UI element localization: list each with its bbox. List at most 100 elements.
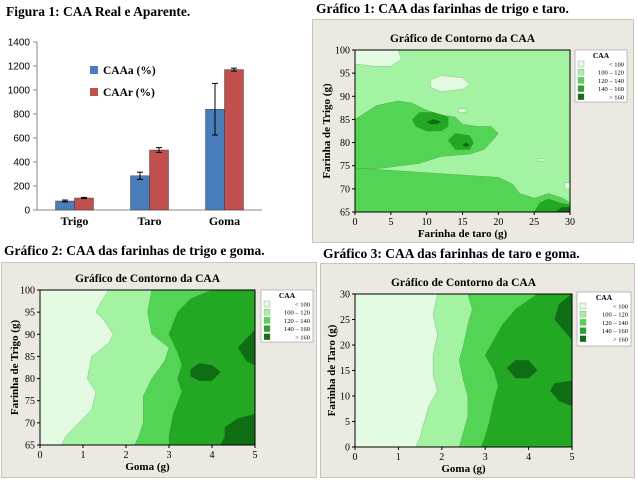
y-tick-label: 95 [25,308,35,319]
y-tick-label: 65 [340,208,350,219]
contour-region [458,108,467,113]
contour-region [555,207,570,212]
y-tick-label: 80 [25,374,35,385]
legend-label: 140 – 160 [284,326,310,333]
x-tick-label: 20 [493,217,503,228]
legend-swatch [577,69,585,76]
legend-label: CAAr (%) [103,87,155,99]
y-tick-label: 15 [340,366,350,377]
x-tick-label: 0 [353,452,358,463]
legend-title: CAA [593,51,610,60]
legend-label: 140 – 160 [598,86,624,93]
legend-label: 100 – 120 [598,70,624,77]
contour-region [549,380,572,407]
y-tick-label: 25 [340,315,350,326]
x-tick-label: 5 [253,450,258,461]
legend-swatch [263,309,271,316]
grafico1-contour-chart: Gráfico de Contorno da CAA 0 5 10 15 20 25 30 65… [321,33,628,240]
legend-label: 100 – 120 [602,312,628,319]
x-tick-label: 15 [458,217,468,228]
contour-region [355,167,570,212]
contour-title: Gráfico de Contorno da CAA [75,273,221,285]
y-tick-label: 100 [20,286,35,297]
contour-region [355,50,402,67]
grafico2-contour-chart: Gráfico de Contorno da CAA 0 1 2 3 4 5 65 70 75 80… [9,273,314,473]
contour-region [237,329,255,366]
x-axis-label: Farinha de taro (g) [418,228,508,240]
legend-title: CAA [596,293,613,302]
grafico1-panel: Gráfico de Contorno da CAA 0 5 10 15 20 25 30 65… [312,19,634,243]
y-axis-label: Farinha de Taro (g) [326,324,338,416]
x-tick-label: 10 [422,217,432,228]
y-tick-label: 1400 [8,38,31,49]
y-tick-label: 400 [13,158,30,169]
grafico3-panel: Gráfico de Contorno da CAA 0 1 2 3 4 5 0 5 10 15 20… [320,263,635,478]
legend-swatch [263,325,271,332]
legend-swatch [579,302,587,310]
legend-swatch [263,300,271,308]
y-tick-label: 1200 [8,62,31,73]
contour-title: Gráfico de Contorno da CAA [390,33,536,45]
legend-swatch [579,311,587,318]
y-tick-label: 100 [335,46,350,57]
contour-region [462,142,471,148]
bar [224,69,244,211]
x-category-label: Goma [209,214,240,228]
legend-swatch [577,60,585,68]
y-tick-label: 95 [340,69,350,80]
y-tick-label: 70 [340,184,350,195]
y-tick-label: 65 [25,441,35,452]
grafico2-caption: Gráfico 2: CAA das farinhas de trigo e g… [4,243,265,258]
y-tick-label: 75 [25,396,35,407]
x-tick-label: 3 [167,450,172,461]
legend-swatch [263,317,271,324]
bar [74,197,94,211]
x-tick-label: 0 [353,217,358,228]
legend-title: CAA [279,291,296,300]
x-category-label: Trigo [61,214,89,228]
grafico1-caption: Gráfico 1: CAA das farinhas de trigo e t… [316,1,569,16]
contour-region [355,100,499,171]
legend-box [574,49,628,103]
contour-region [426,119,442,125]
legend-swatch [90,66,98,74]
legend-label: > 160 [609,94,624,101]
y-tick-label: 10 [340,392,350,403]
contour-region [554,294,572,341]
x-tick-label: 30 [565,217,575,228]
legend-swatch [579,319,587,326]
x-tick-label: 25 [529,217,539,228]
y-tick-label: 800 [13,110,30,121]
x-tick-label: 4 [526,452,531,463]
x-tick-label: 5 [570,452,575,463]
contour-region [190,362,221,382]
x-tick-label: 2 [124,450,129,461]
y-tick-label: 30 [340,290,350,301]
y-tick-label: 70 [25,418,35,429]
y-tick-label: 75 [340,161,350,172]
legend-swatch [577,93,585,100]
x-tick-label: 2 [439,452,444,463]
legend-swatch [90,88,98,96]
x-tick-label: 1 [81,450,86,461]
x-tick-label: 3 [483,452,488,463]
grafico2-panel: Gráfico de Contorno da CAA 0 1 2 3 4 5 65 70 75 80… [1,262,317,478]
legend-swatch [577,77,585,84]
y-tick-label: 5 [345,417,350,428]
y-axis-label: Farinha de Trigo (g) [9,320,21,416]
grafico3-contour-chart: Gráfico de Contorno da CAA 0 1 2 3 4 5 0 5 10 15 20… [326,277,632,475]
legend-label: CAAa (%) [103,65,156,77]
y-tick-label: 90 [340,92,350,103]
y-tick-label: 0 [345,443,350,454]
plot-frame [39,289,256,446]
legend-swatch [579,335,587,342]
contour-region [430,75,471,92]
x-tick-label: 5 [388,217,393,228]
figure-caption: Figura 1: CAA Real e Aparente. [6,4,191,19]
legend-label: 120 – 140 [284,318,310,325]
x-category-label: Taro [137,214,161,228]
legend-swatch [577,85,585,92]
x-tick-label: 4 [210,450,215,461]
contour-region [537,158,546,162]
x-tick-label: 1 [396,452,401,463]
